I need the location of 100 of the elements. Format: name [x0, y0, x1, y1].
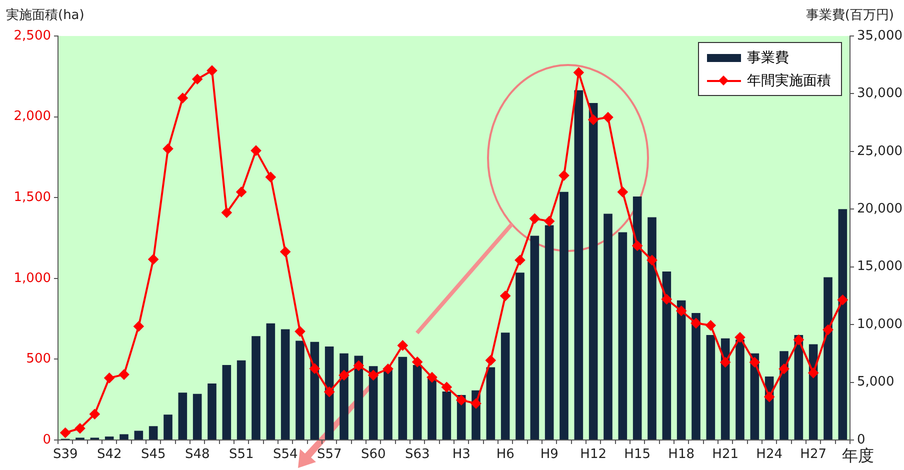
point — [383, 364, 393, 374]
bar — [398, 356, 408, 440]
bar — [340, 353, 348, 440]
y2-axis-title: 事業費(百万円) — [806, 7, 894, 24]
point — [823, 324, 833, 335]
x-tick-label: H21 — [712, 447, 738, 462]
point — [324, 386, 334, 397]
point — [530, 214, 540, 224]
point — [251, 146, 261, 156]
point — [60, 428, 70, 438]
point — [339, 370, 349, 380]
y2-tick-label: 20,000 — [857, 202, 902, 217]
y2-tick-label: 35,000 — [857, 28, 902, 44]
legend-label: 年間実施面積 — [747, 72, 831, 90]
bar — [544, 225, 554, 440]
x-tick-label: H18 — [668, 447, 694, 462]
bar — [222, 364, 232, 440]
bar — [120, 434, 128, 440]
point — [354, 360, 364, 371]
point — [676, 306, 686, 316]
bar — [618, 232, 628, 440]
y-tick-label: 500 — [26, 352, 51, 367]
point — [236, 186, 246, 197]
point — [163, 144, 173, 154]
point — [706, 320, 716, 330]
y2-tick-label: 30,000 — [857, 86, 902, 102]
bar — [236, 360, 246, 440]
x-tick-label: H27 — [800, 447, 826, 462]
point — [456, 395, 466, 406]
point — [794, 334, 804, 345]
y2-tick-label: 5,000 — [857, 374, 894, 390]
y-tick-label: 1,500 — [14, 190, 51, 205]
point — [222, 208, 232, 218]
point — [442, 382, 452, 392]
point — [735, 332, 745, 342]
bar — [838, 209, 848, 440]
x-tick-label: H9 — [540, 447, 558, 462]
point — [412, 356, 422, 367]
bar — [500, 332, 510, 440]
x-tick-label: S42 — [96, 447, 122, 462]
x-tick-label: H15 — [624, 447, 650, 462]
y2-tick-label: 25,000 — [857, 144, 902, 159]
x-tick-label: H12 — [580, 447, 606, 462]
x-tick-label: S48 — [184, 447, 210, 462]
x-tick-label: S60 — [360, 447, 386, 462]
point — [691, 318, 701, 328]
x-tick-label: S54 — [272, 447, 298, 462]
bar — [266, 323, 276, 440]
bar — [706, 334, 716, 440]
x-tick-label: S51 — [228, 447, 254, 462]
point — [471, 398, 481, 408]
bar — [208, 383, 216, 440]
bar — [134, 430, 144, 440]
point — [764, 392, 774, 402]
point — [90, 409, 100, 420]
bar — [824, 277, 832, 440]
bar — [736, 340, 744, 440]
x-tick-label: S39 — [52, 447, 78, 462]
point — [720, 357, 730, 368]
point — [295, 326, 305, 336]
bar — [164, 414, 172, 440]
point — [75, 423, 85, 434]
point — [808, 368, 818, 378]
y2-tick-label: 10,000 — [857, 316, 902, 332]
bar — [252, 336, 260, 440]
x-tick-label: S45 — [140, 447, 166, 462]
x-axis-title: 年度 — [842, 446, 874, 467]
bar — [676, 300, 686, 440]
bar — [442, 392, 452, 440]
bar — [560, 192, 568, 440]
bar — [662, 271, 672, 440]
bar — [588, 102, 598, 440]
bar — [104, 436, 114, 440]
y-tick-label: 2,000 — [14, 109, 51, 124]
point — [207, 66, 217, 76]
point — [750, 357, 760, 368]
point — [544, 216, 554, 226]
point — [515, 255, 525, 266]
point — [574, 68, 584, 78]
point — [178, 93, 188, 104]
bar — [604, 214, 612, 440]
point — [559, 170, 569, 180]
bar — [412, 364, 422, 440]
bar — [384, 368, 392, 440]
bar — [574, 90, 584, 440]
point — [662, 294, 672, 304]
bar — [692, 313, 700, 440]
bar — [428, 378, 436, 440]
point — [398, 340, 408, 350]
point — [427, 372, 437, 382]
x-tick-label: S57 — [316, 447, 342, 462]
x-tick-label: H6 — [496, 447, 514, 462]
point — [119, 370, 129, 380]
point — [838, 294, 848, 305]
point — [486, 355, 496, 366]
bar — [648, 217, 656, 440]
y-tick-label: 2,500 — [14, 28, 51, 44]
point — [779, 364, 789, 374]
legend-label: 事業費 — [747, 48, 789, 66]
point — [368, 370, 378, 380]
